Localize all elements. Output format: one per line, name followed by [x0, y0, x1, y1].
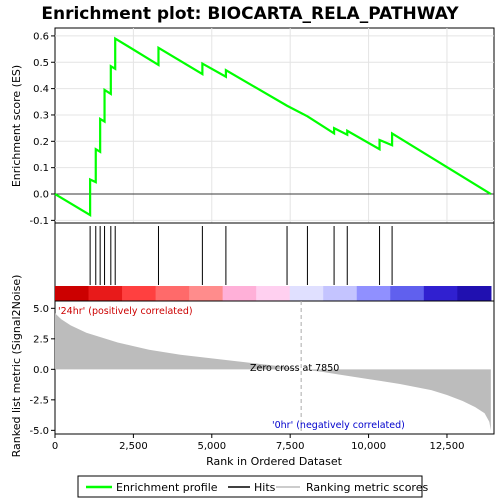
metric-axis-label: Ranked list metric (Signal2Noise): [10, 275, 23, 458]
enrichment-score-panel: -0.1 0.0 0.1 0.2 0.3 0.4 0.5 0.6 Enrichment sco…: [10, 27, 495, 227]
metric-tick-label: -2.5: [29, 395, 49, 406]
metric-tick-label: 0.0: [33, 365, 49, 376]
enrichment-profile-line: [54, 36, 492, 218]
es-tick-label: 0.4: [33, 84, 49, 95]
es-tick-label: 0.2: [33, 137, 49, 148]
heatmap-segment: [356, 286, 391, 301]
metric-tick-label: 2.5: [33, 334, 49, 345]
hits-panel: [54, 222, 495, 302]
rank-x-ticks: 0 2,500 5,000 7,500 10,000 12,500: [52, 434, 464, 452]
legend-label-enrichment: Enrichment profile: [116, 481, 218, 494]
metric-tick-label: 5.0: [33, 304, 49, 315]
positive-correlation-label: '24hr' (positively correlated): [58, 306, 193, 317]
rank-tick-label: 10,000: [351, 441, 386, 452]
rank-axis-label: Rank in Ordered Dataset: [206, 455, 343, 468]
rank-tick-label: 12,500: [429, 441, 464, 452]
rank-tick-label: 7,500: [276, 441, 305, 452]
negative-correlation-label: '0hr' (negatively correlated): [272, 420, 405, 431]
heatmap-segment: [55, 286, 90, 301]
heatmap-segment: [289, 286, 324, 301]
es-y-ticks: -0.1 0.0 0.1 0.2 0.3 0.4 0.5 0.6: [29, 31, 55, 227]
es-tick-label: 0.1: [33, 163, 49, 174]
chart-legend: Enrichment profile Hits Ranking metric s…: [77, 475, 428, 498]
ranked-metric-panel: -5.0 -2.5 0.0 2.5 5.0 0 2,500 5,000 7,500 10,000…: [10, 275, 495, 468]
heatmap-segment: [423, 286, 458, 301]
legend-label-ranking: Ranking metric scores: [306, 481, 428, 494]
zero-cross-annotation: Zero cross at 7850: [250, 363, 339, 374]
heatmap-segment: [155, 286, 190, 301]
heatmap-segment: [122, 286, 157, 301]
rank-tick-label: 2,500: [119, 441, 148, 452]
chart-title: Enrichment plot: BIOCARTA_RELA_PATHWAY: [41, 4, 459, 24]
ranking-metric-area: [55, 313, 491, 431]
metric-tick-label: -5.0: [29, 426, 49, 437]
metric-y-ticks: -5.0 -2.5 0.0 2.5 5.0: [29, 304, 55, 437]
rank-heatmap-bar: [55, 286, 492, 301]
es-tick-label: 0.3: [33, 110, 49, 121]
heatmap-segment: [256, 286, 291, 301]
rank-tick-label: 5,000: [197, 441, 226, 452]
enrichment-plot-frame: [54, 27, 495, 224]
heatmap-segment: [189, 286, 224, 301]
heatmap-segment: [88, 286, 123, 301]
es-tick-label: 0.6: [33, 31, 49, 42]
es-tick-label: -0.1: [29, 216, 49, 227]
legend-label-hits: Hits: [254, 481, 276, 494]
heatmap-segment: [390, 286, 425, 301]
heatmap-segment: [222, 286, 257, 301]
es-tick-label: 0.0: [33, 190, 49, 201]
rank-tick-label: 0: [52, 441, 58, 452]
es-tick-label: 0.5: [33, 58, 49, 69]
hit-lines: [89, 226, 393, 285]
heatmap-segment: [323, 286, 358, 301]
es-axis-label: Enrichment score (ES): [10, 65, 23, 187]
heatmap-segment: [457, 286, 492, 301]
